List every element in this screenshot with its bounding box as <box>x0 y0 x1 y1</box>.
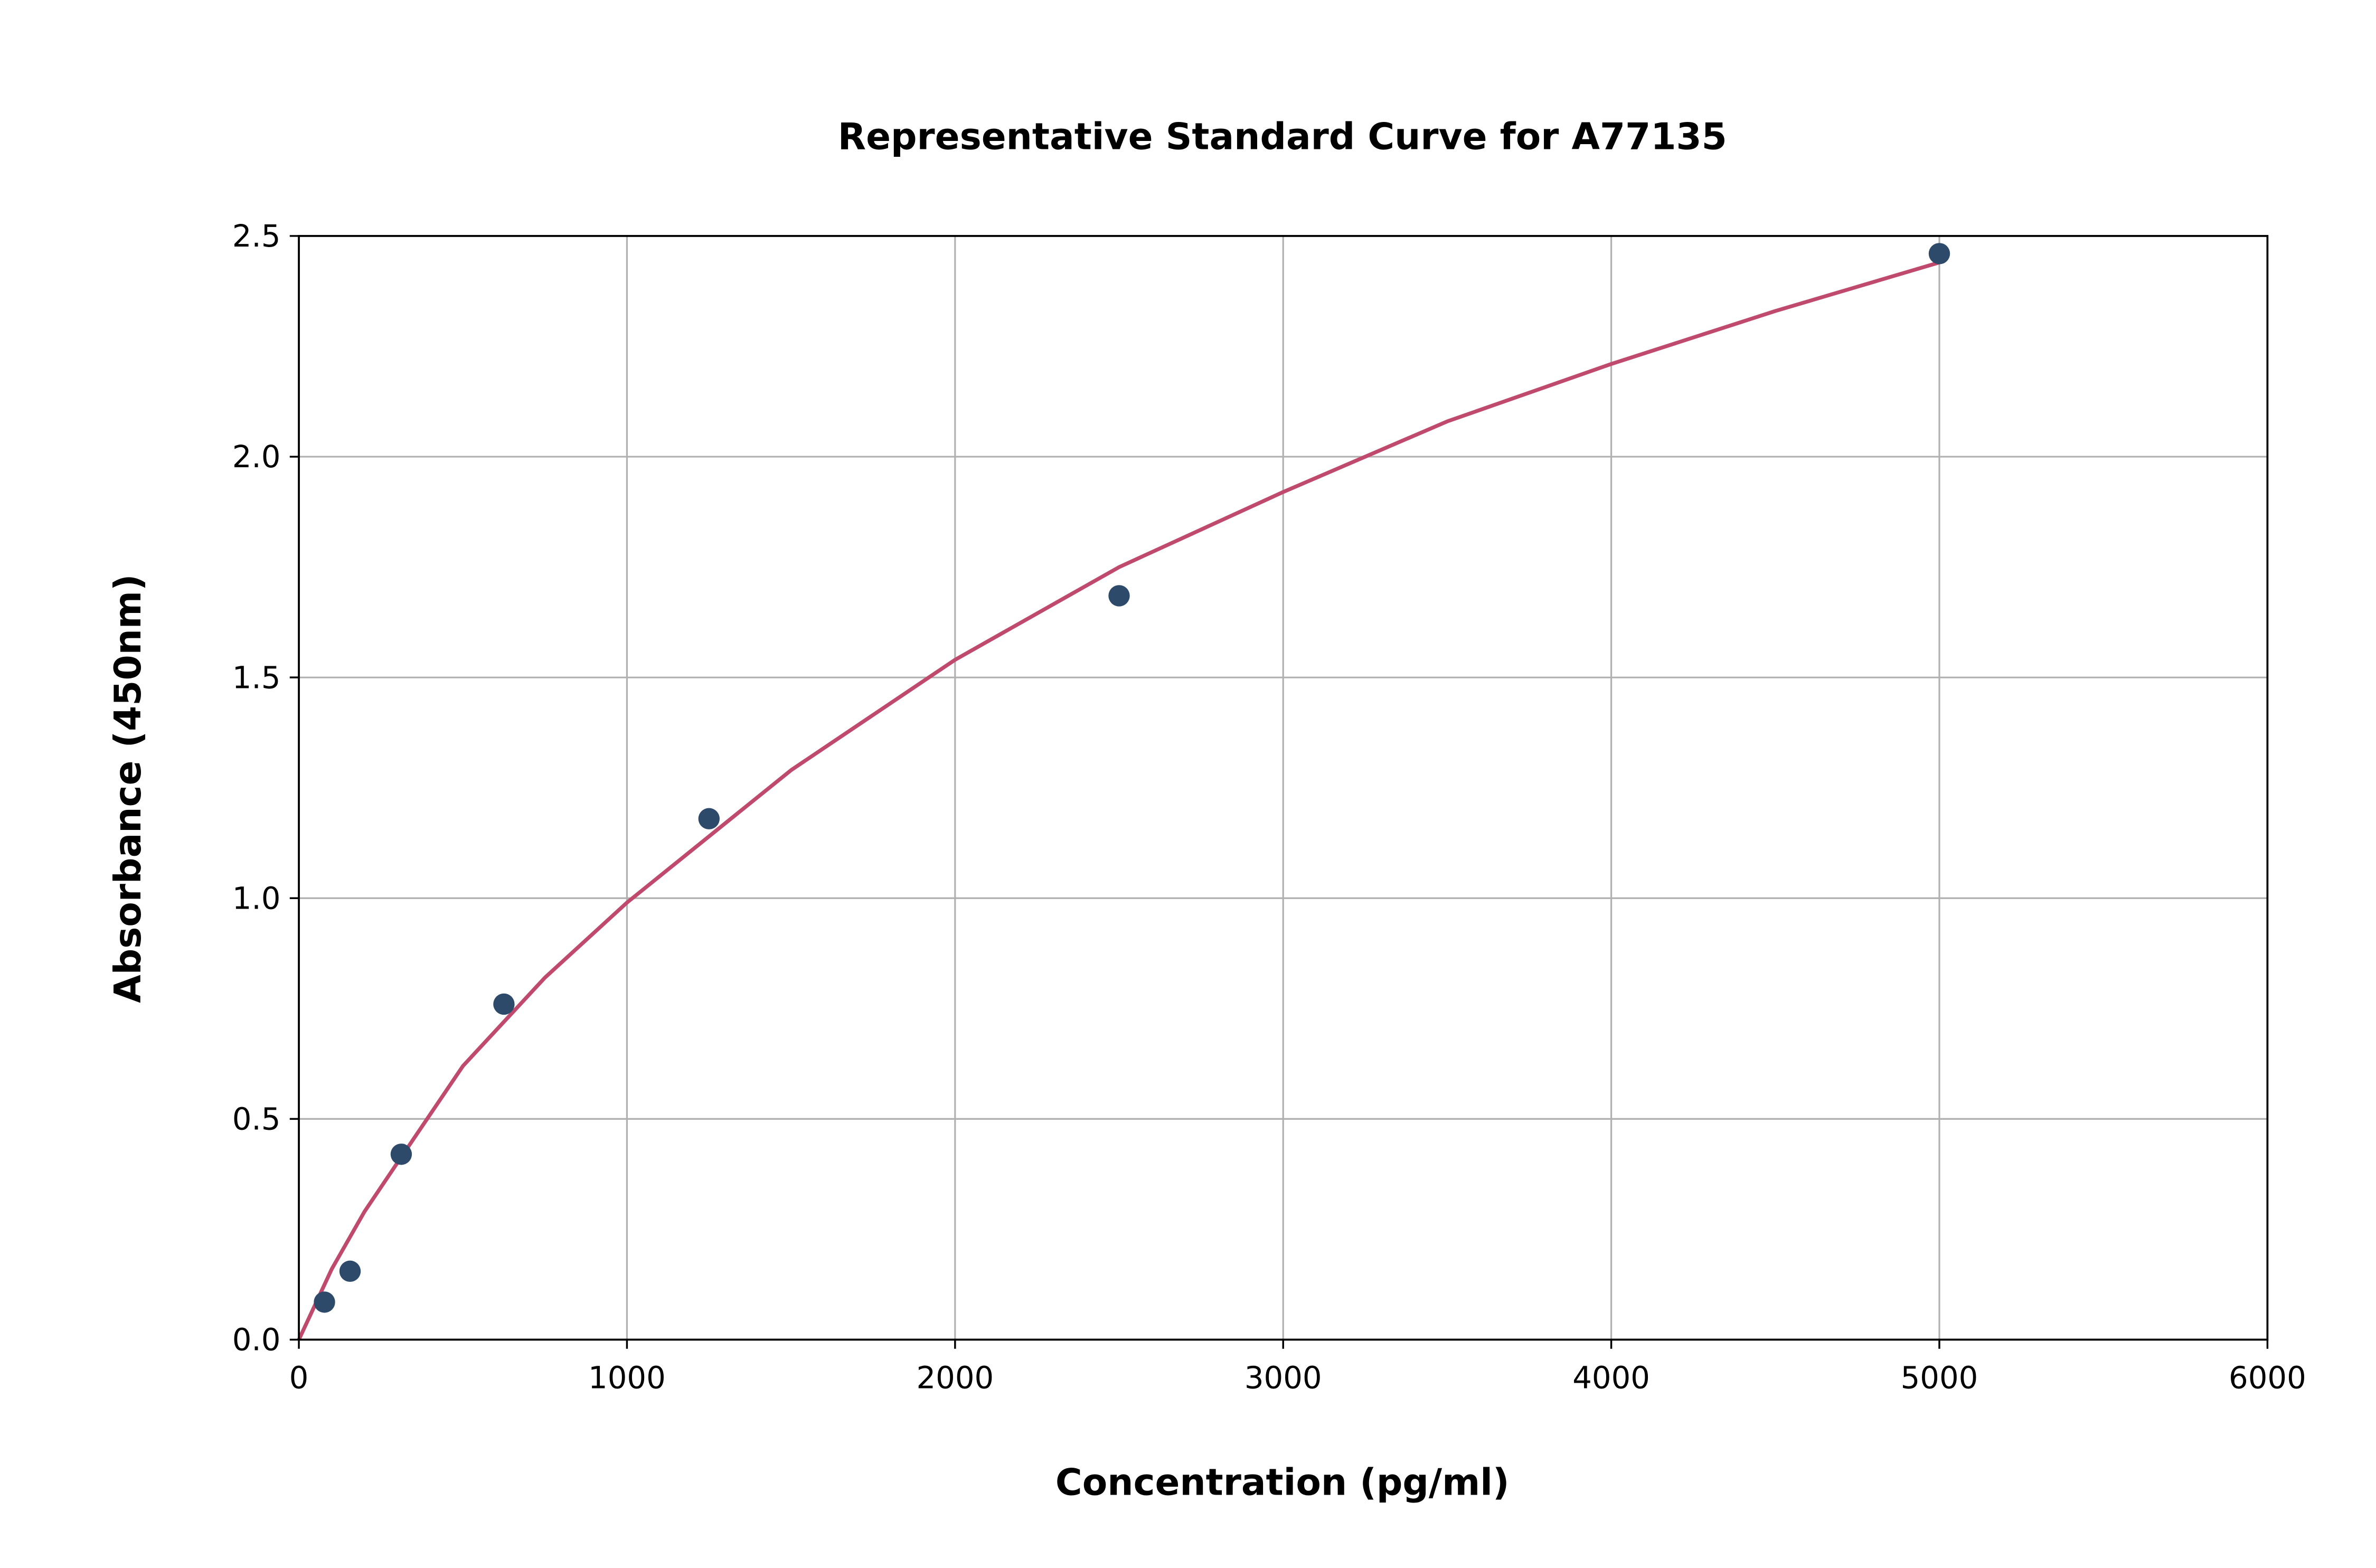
data-point <box>493 993 515 1015</box>
chart-title: Representative Standard Curve for A77135 <box>838 116 1727 158</box>
fit-curve-line <box>297 260 1940 1340</box>
x-tick-label: 4000 <box>1572 1360 1650 1396</box>
x-axis-label: Concentration (pg/ml) <box>1055 1462 1510 1504</box>
data-point <box>1108 585 1130 607</box>
x-tick-label: 3000 <box>1244 1360 1322 1396</box>
y-tick-label: 2.5 <box>232 218 281 254</box>
y-tick-label: 0.5 <box>232 1101 281 1137</box>
data-point <box>339 1260 361 1282</box>
x-tick-label: 1000 <box>588 1360 666 1396</box>
data-point <box>698 808 720 829</box>
data-points-layer <box>314 243 1950 1313</box>
x-tick-label: 6000 <box>2229 1360 2306 1396</box>
grid <box>298 235 2268 1341</box>
y-tick-label: 1.0 <box>232 880 281 916</box>
y-tick-label: 2.0 <box>232 439 281 475</box>
data-point <box>314 1291 335 1313</box>
y-axis-ticks: 0.0 0.5 1.0 1.5 2.0 2.5 <box>232 218 299 1358</box>
x-tick-label: 2000 <box>916 1360 994 1396</box>
y-tick-label: 0.0 <box>232 1322 281 1358</box>
data-point <box>1928 243 1950 265</box>
fit-curve-layer <box>297 260 1940 1340</box>
x-axis-ticks: 0 1000 2000 3000 4000 5000 6000 <box>289 1339 2306 1396</box>
y-axis-label: Absorbance (450nm) <box>107 574 149 1003</box>
y-tick-label: 1.5 <box>232 659 281 695</box>
data-point <box>390 1144 412 1165</box>
x-tick-label: 0 <box>289 1360 309 1396</box>
x-tick-label: 5000 <box>1901 1360 1978 1396</box>
